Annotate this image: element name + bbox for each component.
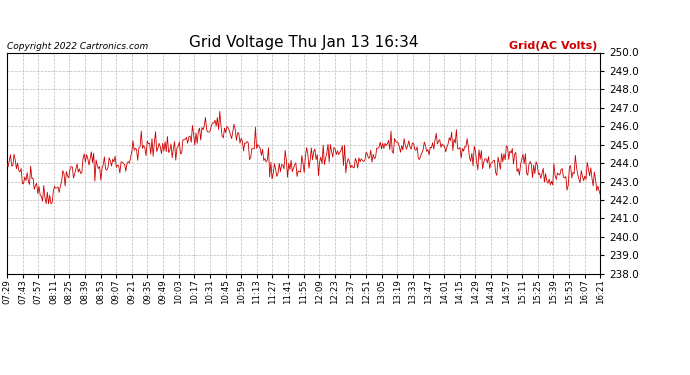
- Text: Grid(AC Volts): Grid(AC Volts): [509, 41, 598, 51]
- Title: Grid Voltage Thu Jan 13 16:34: Grid Voltage Thu Jan 13 16:34: [189, 35, 418, 50]
- Text: Copyright 2022 Cartronics.com: Copyright 2022 Cartronics.com: [7, 42, 148, 51]
